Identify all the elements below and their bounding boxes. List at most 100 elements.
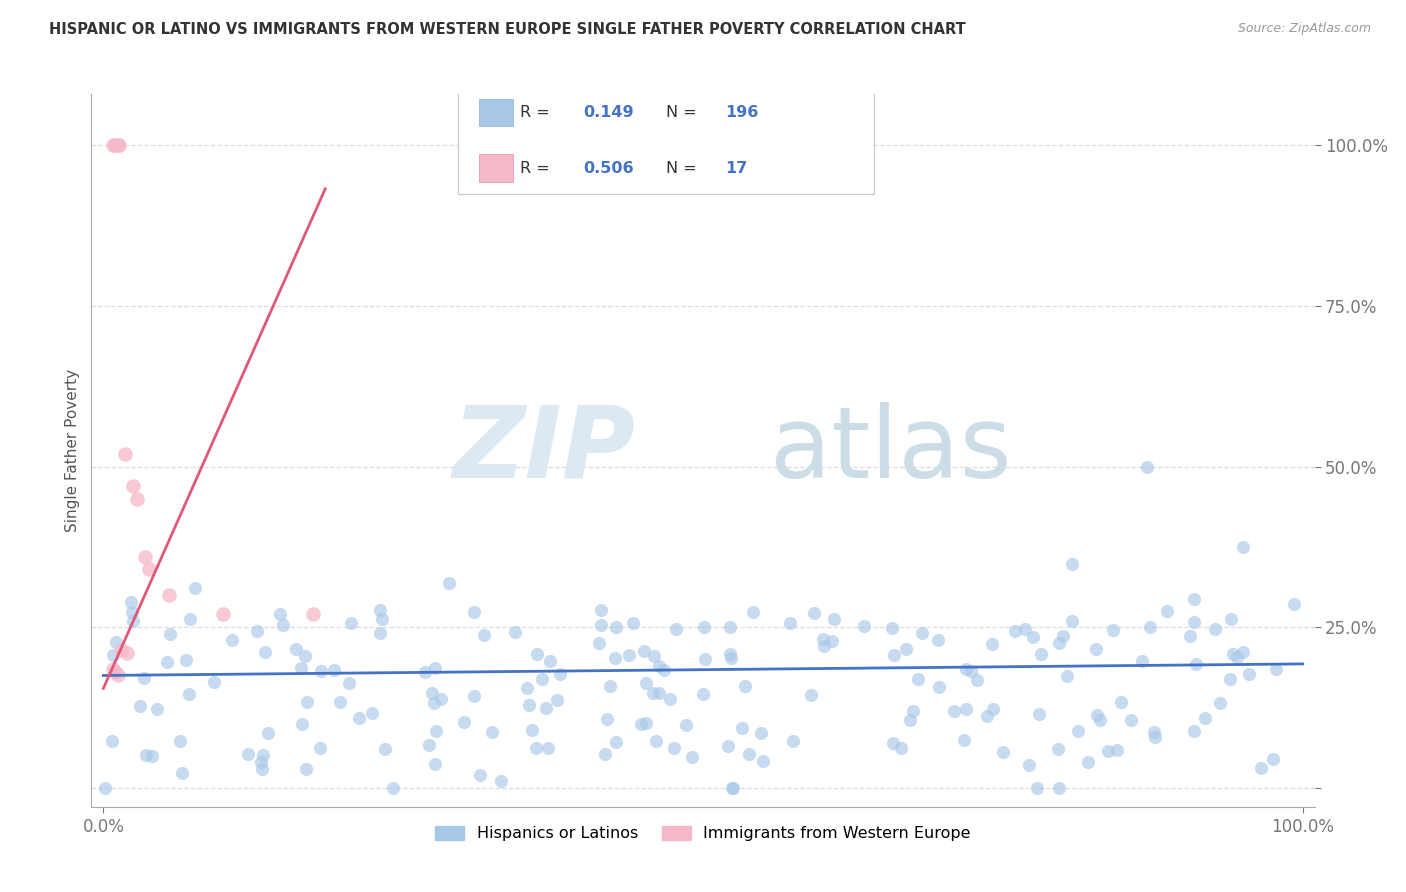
Hispanics or Latinos: [546, 693, 568, 707]
Hispanics or Latinos: [548, 666, 571, 681]
Hispanics or Latinos: [588, 636, 610, 650]
Hispanics or Latinos: [1226, 649, 1249, 664]
Hispanics or Latinos: [665, 622, 688, 636]
Hispanics or Latinos: [955, 662, 977, 676]
Hispanics or Latinos: [779, 615, 801, 630]
Immigrants from Western Europe: [110, 642, 132, 657]
Hispanics or Latinos: [1265, 662, 1288, 676]
Hispanics or Latinos: [1222, 647, 1244, 661]
Immigrants from Western Europe: [108, 138, 131, 153]
Hispanics or Latinos: [472, 628, 495, 642]
Hispanics or Latinos: [617, 648, 640, 662]
Hispanics or Latinos: [269, 607, 291, 622]
Hispanics or Latinos: [1143, 730, 1166, 744]
Hispanics or Latinos: [1031, 647, 1053, 661]
Hispanics or Latinos: [717, 739, 740, 753]
Hispanics or Latinos: [1021, 630, 1043, 644]
Hispanics or Latinos: [1182, 591, 1205, 606]
Immigrants from Western Europe: [107, 138, 129, 153]
Hispanics or Latinos: [734, 679, 756, 693]
Hispanics or Latinos: [1062, 614, 1084, 628]
Hispanics or Latinos: [882, 736, 904, 750]
Immigrants from Western Europe: [138, 562, 160, 576]
Hispanics or Latinos: [630, 717, 652, 731]
Hispanics or Latinos: [94, 780, 117, 795]
Hispanics or Latinos: [782, 733, 804, 747]
Hispanics or Latinos: [337, 676, 360, 690]
Hispanics or Latinos: [246, 624, 269, 638]
Hispanics or Latinos: [135, 748, 157, 763]
Hispanics or Latinos: [1232, 645, 1254, 659]
Hispanics or Latinos: [374, 741, 396, 756]
Hispanics or Latinos: [1184, 657, 1206, 671]
Hispanics or Latinos: [520, 723, 543, 738]
Hispanics or Latinos: [718, 620, 741, 634]
Hispanics or Latinos: [894, 642, 917, 657]
Hispanics or Latinos: [1180, 629, 1202, 643]
Hispanics or Latinos: [634, 675, 657, 690]
Text: N =: N =: [666, 104, 702, 120]
Hispanics or Latinos: [329, 695, 352, 709]
Bar: [479, 154, 513, 182]
Hispanics or Latinos: [156, 656, 179, 670]
Hispanics or Latinos: [1067, 723, 1090, 738]
Hispanics or Latinos: [633, 643, 655, 657]
Hispanics or Latinos: [647, 686, 669, 700]
Hispanics or Latinos: [853, 619, 876, 633]
Hispanics or Latinos: [524, 740, 547, 755]
Hispanics or Latinos: [236, 747, 259, 761]
Hispanics or Latinos: [536, 741, 558, 756]
Hispanics or Latinos: [505, 625, 527, 640]
Hispanics or Latinos: [652, 663, 675, 677]
Immigrants from Western Europe: [114, 447, 136, 461]
Hispanics or Latinos: [911, 626, 934, 640]
Hispanics or Latinos: [1130, 654, 1153, 668]
Text: Source: ZipAtlas.com: Source: ZipAtlas.com: [1237, 22, 1371, 36]
Hispanics or Latinos: [1047, 636, 1070, 650]
Hispanics or Latinos: [589, 602, 612, 616]
Hispanics or Latinos: [751, 754, 773, 768]
Hispanics or Latinos: [644, 733, 666, 747]
Hispanics or Latinos: [349, 711, 371, 725]
Hispanics or Latinos: [252, 747, 274, 762]
Hispanics or Latinos: [1156, 604, 1178, 618]
Hispanics or Latinos: [526, 647, 548, 661]
Hispanics or Latinos: [105, 634, 128, 648]
Hispanics or Latinos: [323, 663, 346, 677]
Hispanics or Latinos: [813, 639, 835, 653]
Hispanics or Latinos: [1056, 668, 1078, 682]
Hispanics or Latinos: [1182, 615, 1205, 629]
Hispanics or Latinos: [1004, 624, 1026, 638]
Hispanics or Latinos: [1107, 742, 1129, 756]
Hispanics or Latinos: [516, 681, 538, 695]
Hispanics or Latinos: [1261, 752, 1284, 766]
Hispanics or Latinos: [1088, 713, 1111, 727]
Immigrants from Western Europe: [134, 549, 156, 564]
Hispanics or Latinos: [468, 768, 491, 782]
Hispanics or Latinos: [749, 726, 772, 740]
Hispanics or Latinos: [159, 626, 181, 640]
Hispanics or Latinos: [681, 749, 703, 764]
Bar: [479, 98, 513, 126]
Immigrants from Western Europe: [104, 138, 127, 153]
Hispanics or Latinos: [599, 679, 621, 693]
Immigrants from Western Europe: [212, 607, 235, 622]
Hispanics or Latinos: [643, 686, 665, 700]
Hispanics or Latinos: [692, 687, 714, 701]
Immigrants from Western Europe: [101, 138, 124, 153]
Hispanics or Latinos: [418, 739, 440, 753]
Hispanics or Latinos: [120, 594, 142, 608]
Hispanics or Latinos: [1204, 622, 1226, 636]
Hispanics or Latinos: [928, 681, 950, 695]
Hispanics or Latinos: [1028, 706, 1050, 721]
Hispanics or Latinos: [489, 773, 512, 788]
Hispanics or Latinos: [883, 648, 905, 662]
Hispanics or Latinos: [621, 615, 644, 630]
Hispanics or Latinos: [531, 672, 554, 686]
Hispanics or Latinos: [169, 734, 191, 748]
Hispanics or Latinos: [811, 632, 834, 646]
Hispanics or Latinos: [339, 615, 361, 630]
Hispanics or Latinos: [981, 702, 1004, 716]
Immigrants from Western Europe: [122, 479, 145, 493]
Hispanics or Latinos: [993, 745, 1015, 759]
